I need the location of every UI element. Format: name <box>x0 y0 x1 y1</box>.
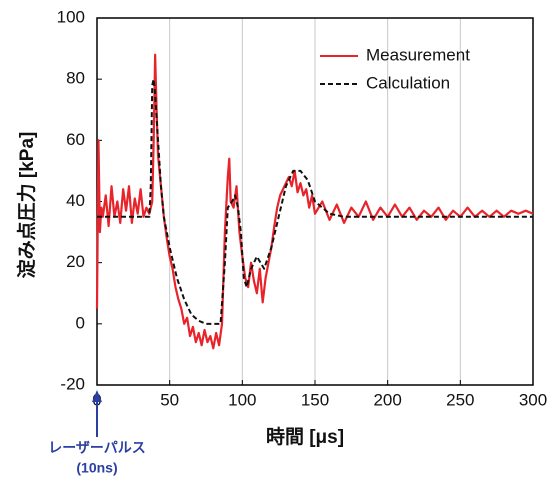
legend-label: Calculation <box>366 73 450 92</box>
y-axis-label: 淀み点圧力 [kPa] <box>15 132 38 279</box>
annotation: レーザーパルス <box>48 440 146 456</box>
data-line <box>97 78 533 325</box>
y-tick-label: 100 <box>57 7 85 26</box>
x-tick-label: 100 <box>228 390 256 409</box>
data-line <box>95 53 534 350</box>
legend-label: Measurement <box>366 45 470 64</box>
x-tick-label: 300 <box>519 390 547 409</box>
annotation: (10ns) <box>76 460 117 476</box>
y-tick-label: 20 <box>66 252 85 271</box>
x-tick-label: 50 <box>160 390 179 409</box>
y-tick-label: 0 <box>76 313 85 332</box>
x-tick-label: 200 <box>373 390 401 409</box>
y-tick-label: -20 <box>60 374 85 393</box>
y-tick-label: 40 <box>66 191 85 210</box>
x-tick-label: 250 <box>446 390 474 409</box>
x-tick-label: 150 <box>301 390 329 409</box>
y-tick-label: 80 <box>66 69 85 88</box>
x-axis-label: 時間 [μs] <box>266 426 344 448</box>
y-tick-label: 60 <box>66 130 85 149</box>
annotation-arrowhead <box>92 390 102 402</box>
